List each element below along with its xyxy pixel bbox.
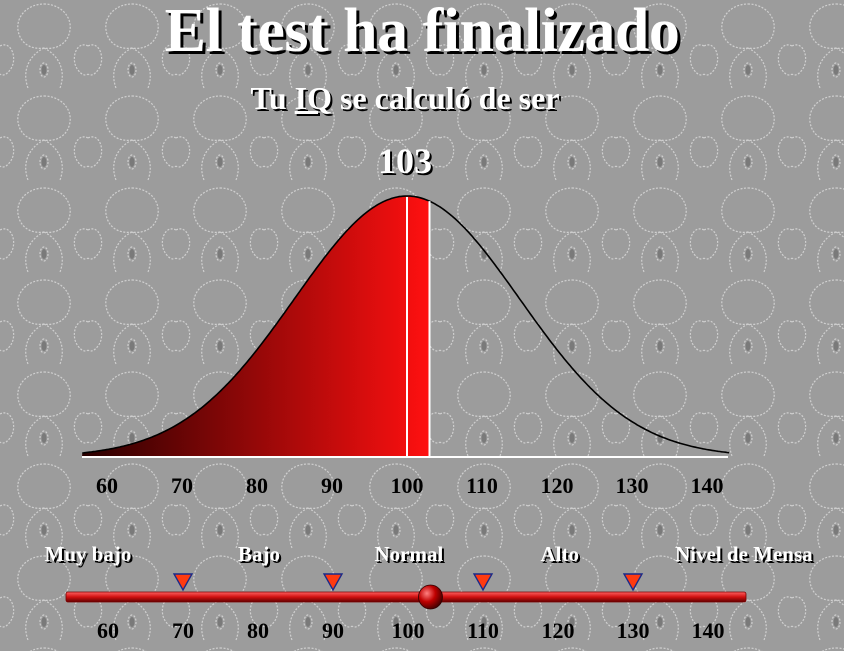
category-label-3: Normal <box>374 542 444 566</box>
subtitle: Tu IQ se calculó de ser <box>0 80 810 117</box>
x-tick-label-110: 110 <box>466 473 498 498</box>
subtitle-iq-link[interactable]: IQ <box>294 80 333 116</box>
boundary-marker-90 <box>322 573 344 592</box>
category-label-1: Muy bajo <box>44 542 132 566</box>
x-tick-label-70: 70 <box>171 473 193 498</box>
x-tick-label-90: 90 <box>321 473 343 498</box>
scale-tick-label-140: 140 <box>692 618 725 643</box>
scale-tick-label-100: 100 <box>392 618 425 643</box>
boundary-marker-70 <box>172 573 194 592</box>
subtitle-suffix: se calculó de ser <box>332 80 560 116</box>
category-label-4: Alto <box>540 542 580 566</box>
x-tick-label-100: 100 <box>391 473 424 498</box>
category-label-2: Bajo <box>238 542 280 566</box>
subtitle-prefix: Tu <box>250 80 295 116</box>
x-tick-label-130: 130 <box>616 473 649 498</box>
curve-shaded-area <box>82 196 430 457</box>
boundary-marker-110 <box>472 573 494 592</box>
scale-tick-label-90: 90 <box>322 618 344 643</box>
iq-score: 103 <box>378 141 432 181</box>
x-tick-label-140: 140 <box>691 473 724 498</box>
x-tick-label-60: 60 <box>96 473 118 498</box>
scale-tick-label-110: 110 <box>467 618 499 643</box>
scale-bar <box>65 591 747 603</box>
scale-tick-label-70: 70 <box>172 618 194 643</box>
scale-tick-label-60: 60 <box>97 618 119 643</box>
category-label-5: Nivel de Mensa <box>675 542 813 566</box>
result-knob <box>418 584 443 610</box>
scale-tick-label-80: 80 <box>247 618 269 643</box>
boundary-marker-130 <box>622 573 644 592</box>
scale-tick-label-120: 120 <box>542 618 575 643</box>
page-title: El test ha finalizado <box>164 0 680 65</box>
normal-curve-line <box>82 195 730 454</box>
x-tick-label-80: 80 <box>246 473 268 498</box>
x-tick-label-120: 120 <box>541 473 574 498</box>
scale-tick-label-130: 130 <box>617 618 650 643</box>
